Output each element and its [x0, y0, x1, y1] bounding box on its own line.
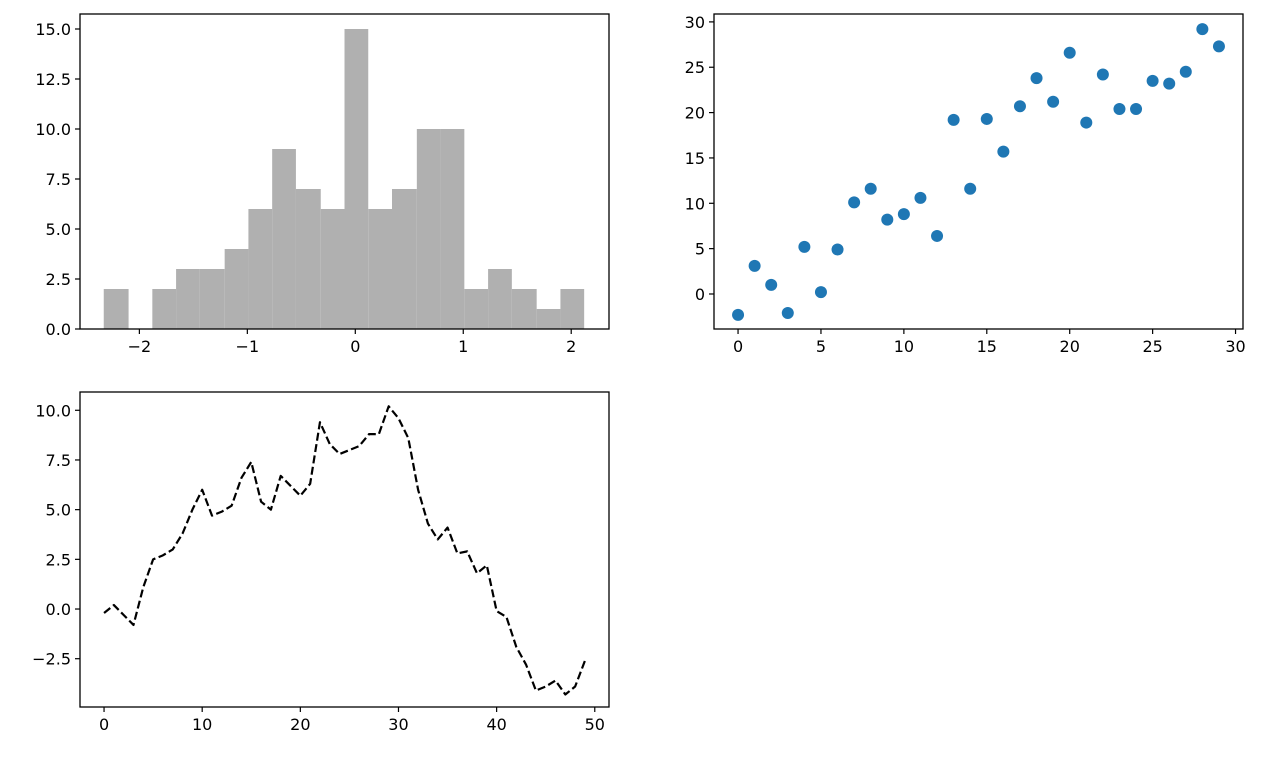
histogram-bar [152, 289, 177, 329]
y-tick-label: 7.5 [46, 170, 71, 189]
x-tick-label: 10 [192, 715, 212, 734]
x-tick-label: 15 [977, 337, 997, 356]
scatter-point [881, 213, 894, 226]
scatter-point [1196, 23, 1209, 36]
y-tick-label: −2.5 [32, 650, 71, 669]
scatter-point [997, 145, 1010, 158]
scatter-point [798, 240, 811, 253]
scatter-point [1130, 102, 1143, 115]
line-series [103, 405, 586, 696]
histogram-bar [560, 289, 585, 329]
scatter-point [1113, 102, 1126, 115]
histogram-bar [440, 129, 465, 329]
x-tick-label: −2 [128, 337, 152, 356]
y-tick-label: 10 [685, 194, 705, 213]
y-tick-label: 0 [695, 285, 705, 304]
scatter-point [947, 113, 960, 126]
scatter-point [732, 308, 745, 321]
scatter-point [897, 208, 910, 221]
histogram-bar [392, 189, 417, 329]
axes-frame [79, 13, 610, 330]
x-tick-label: 20 [290, 715, 310, 734]
x-tick-label: 40 [486, 715, 506, 734]
scatter-point [980, 112, 993, 125]
histogram-bar [368, 209, 392, 329]
y-tick-label: 10.0 [35, 401, 71, 420]
x-tick-label: 0 [733, 337, 743, 356]
scatter-point [1096, 68, 1109, 81]
histogram-bar [272, 149, 296, 329]
y-tick-label: 5 [695, 240, 705, 259]
scatter-point [1047, 95, 1060, 108]
x-tick-label: 30 [388, 715, 408, 734]
x-tick-label: 1 [458, 337, 468, 356]
scatter-point [748, 259, 761, 272]
histogram-bar [464, 289, 489, 329]
histogram-bar [344, 29, 369, 329]
y-tick-label: 0.0 [46, 320, 71, 339]
histogram-bar [224, 249, 249, 329]
scatter-point [831, 243, 844, 256]
histogram-bar [176, 269, 200, 329]
histogram-bar [248, 209, 273, 329]
x-tick-label: 50 [585, 715, 605, 734]
histogram-bar [199, 269, 225, 329]
x-tick-label: 0 [350, 337, 360, 356]
x-tick-label: 10 [894, 337, 914, 356]
scatter-point [848, 196, 861, 209]
histogram-bar [511, 289, 537, 329]
scatter-point [1163, 77, 1176, 90]
y-tick-label: 20 [685, 104, 705, 123]
x-tick-label: 25 [1142, 337, 1162, 356]
y-tick-label: 2.5 [46, 270, 71, 289]
histogram-panel: −2 −1 0 1 2 0.0 2.5 5.0 7.5 10.0 12.5 15.0 [35, 13, 610, 356]
x-tick-label: 30 [1225, 337, 1245, 356]
scatter-point [914, 191, 927, 204]
x-tick-label: 5 [816, 337, 826, 356]
histogram-bar [416, 129, 441, 329]
scatter-point [1063, 46, 1076, 59]
y-tick-label: 7.5 [46, 451, 71, 470]
line-panel: 0 10 20 30 40 50 −2.5 0.0 2.5 5.0 7.5 10.0 [32, 391, 610, 734]
y-tick-label: 10.0 [35, 120, 71, 139]
x-tick-label: −1 [236, 337, 260, 356]
x-tick-label: 2 [566, 337, 576, 356]
scatter-point [864, 182, 877, 195]
scatter-point [781, 307, 794, 320]
scatter-point [814, 286, 827, 299]
x-tick-label: 0 [99, 715, 109, 734]
scatter-point [1179, 65, 1192, 78]
axes-frame [79, 391, 610, 708]
scatter-point [765, 278, 778, 291]
scatter-point [1212, 40, 1225, 53]
y-tick-label: 2.5 [46, 550, 71, 569]
scatter-point [1146, 74, 1159, 87]
histogram-bar [103, 289, 129, 329]
scatter-point [1013, 100, 1026, 113]
histogram-bar [295, 189, 321, 329]
y-tick-label: 5.0 [46, 501, 71, 520]
y-tick-label: 0.0 [46, 600, 71, 619]
histogram-bar [488, 269, 512, 329]
histogram-bar [320, 209, 345, 329]
scatter-point [964, 182, 977, 195]
scatter-point [1080, 116, 1093, 129]
y-tick-label: 15 [685, 149, 705, 168]
y-tick-label: 25 [685, 58, 705, 77]
y-tick-label: 30 [685, 13, 705, 32]
axes-frame [713, 13, 1244, 330]
scatter-point [931, 229, 944, 242]
x-tick-label: 20 [1060, 337, 1080, 356]
histogram-bar [536, 309, 561, 329]
y-tick-label: 15.0 [35, 20, 71, 39]
y-tick-label: 5.0 [46, 220, 71, 239]
scatter-panel: 0 5 10 15 20 25 30 0 5 10 15 20 25 30 [685, 13, 1246, 356]
scatter-point [1030, 72, 1043, 85]
y-tick-label: 12.5 [35, 70, 71, 89]
